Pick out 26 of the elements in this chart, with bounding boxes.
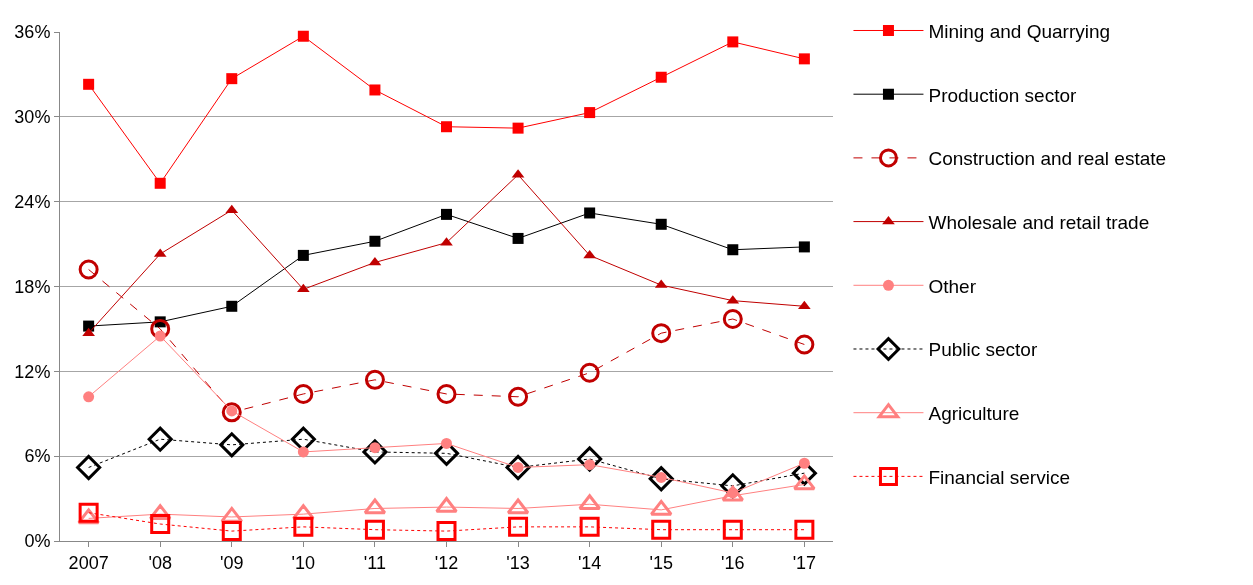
y-tick-label: 0%	[24, 531, 51, 552]
legend-label: Financial service	[928, 466, 1070, 488]
x-tick-label: '14	[577, 552, 602, 573]
legend-label: Agriculture	[928, 403, 1020, 425]
x-tick-label: '13	[506, 552, 530, 573]
legend-label: Production sector	[928, 84, 1077, 106]
x-tick-label: '11	[363, 552, 386, 573]
legend-label: Public sector	[928, 339, 1038, 361]
x-tick-label: '09	[220, 552, 244, 573]
y-tick-label: 24%	[14, 191, 51, 212]
y-tick-label: 6%	[24, 446, 51, 467]
x-tick-label: '16	[721, 552, 745, 573]
legend-label: Mining and Quarrying	[928, 20, 1111, 42]
legend-label: Wholesale and retail trade	[928, 212, 1150, 233]
x-tick-label: '17	[792, 552, 817, 573]
y-tick-label: 18%	[14, 276, 51, 297]
x-tick-label: '15	[649, 552, 673, 573]
x-tick-label: 2007	[68, 552, 109, 573]
y-tick-label: 30%	[14, 107, 51, 128]
y-tick-label: 12%	[14, 361, 51, 382]
x-tick-label: '12	[434, 552, 459, 573]
legend-label: Other	[928, 275, 977, 297]
x-tick-label: '10	[291, 552, 316, 573]
legend-label: Construction and real estate	[928, 148, 1167, 170]
x-tick-label: '08	[148, 552, 172, 573]
y-tick-label: 36%	[14, 22, 51, 43]
